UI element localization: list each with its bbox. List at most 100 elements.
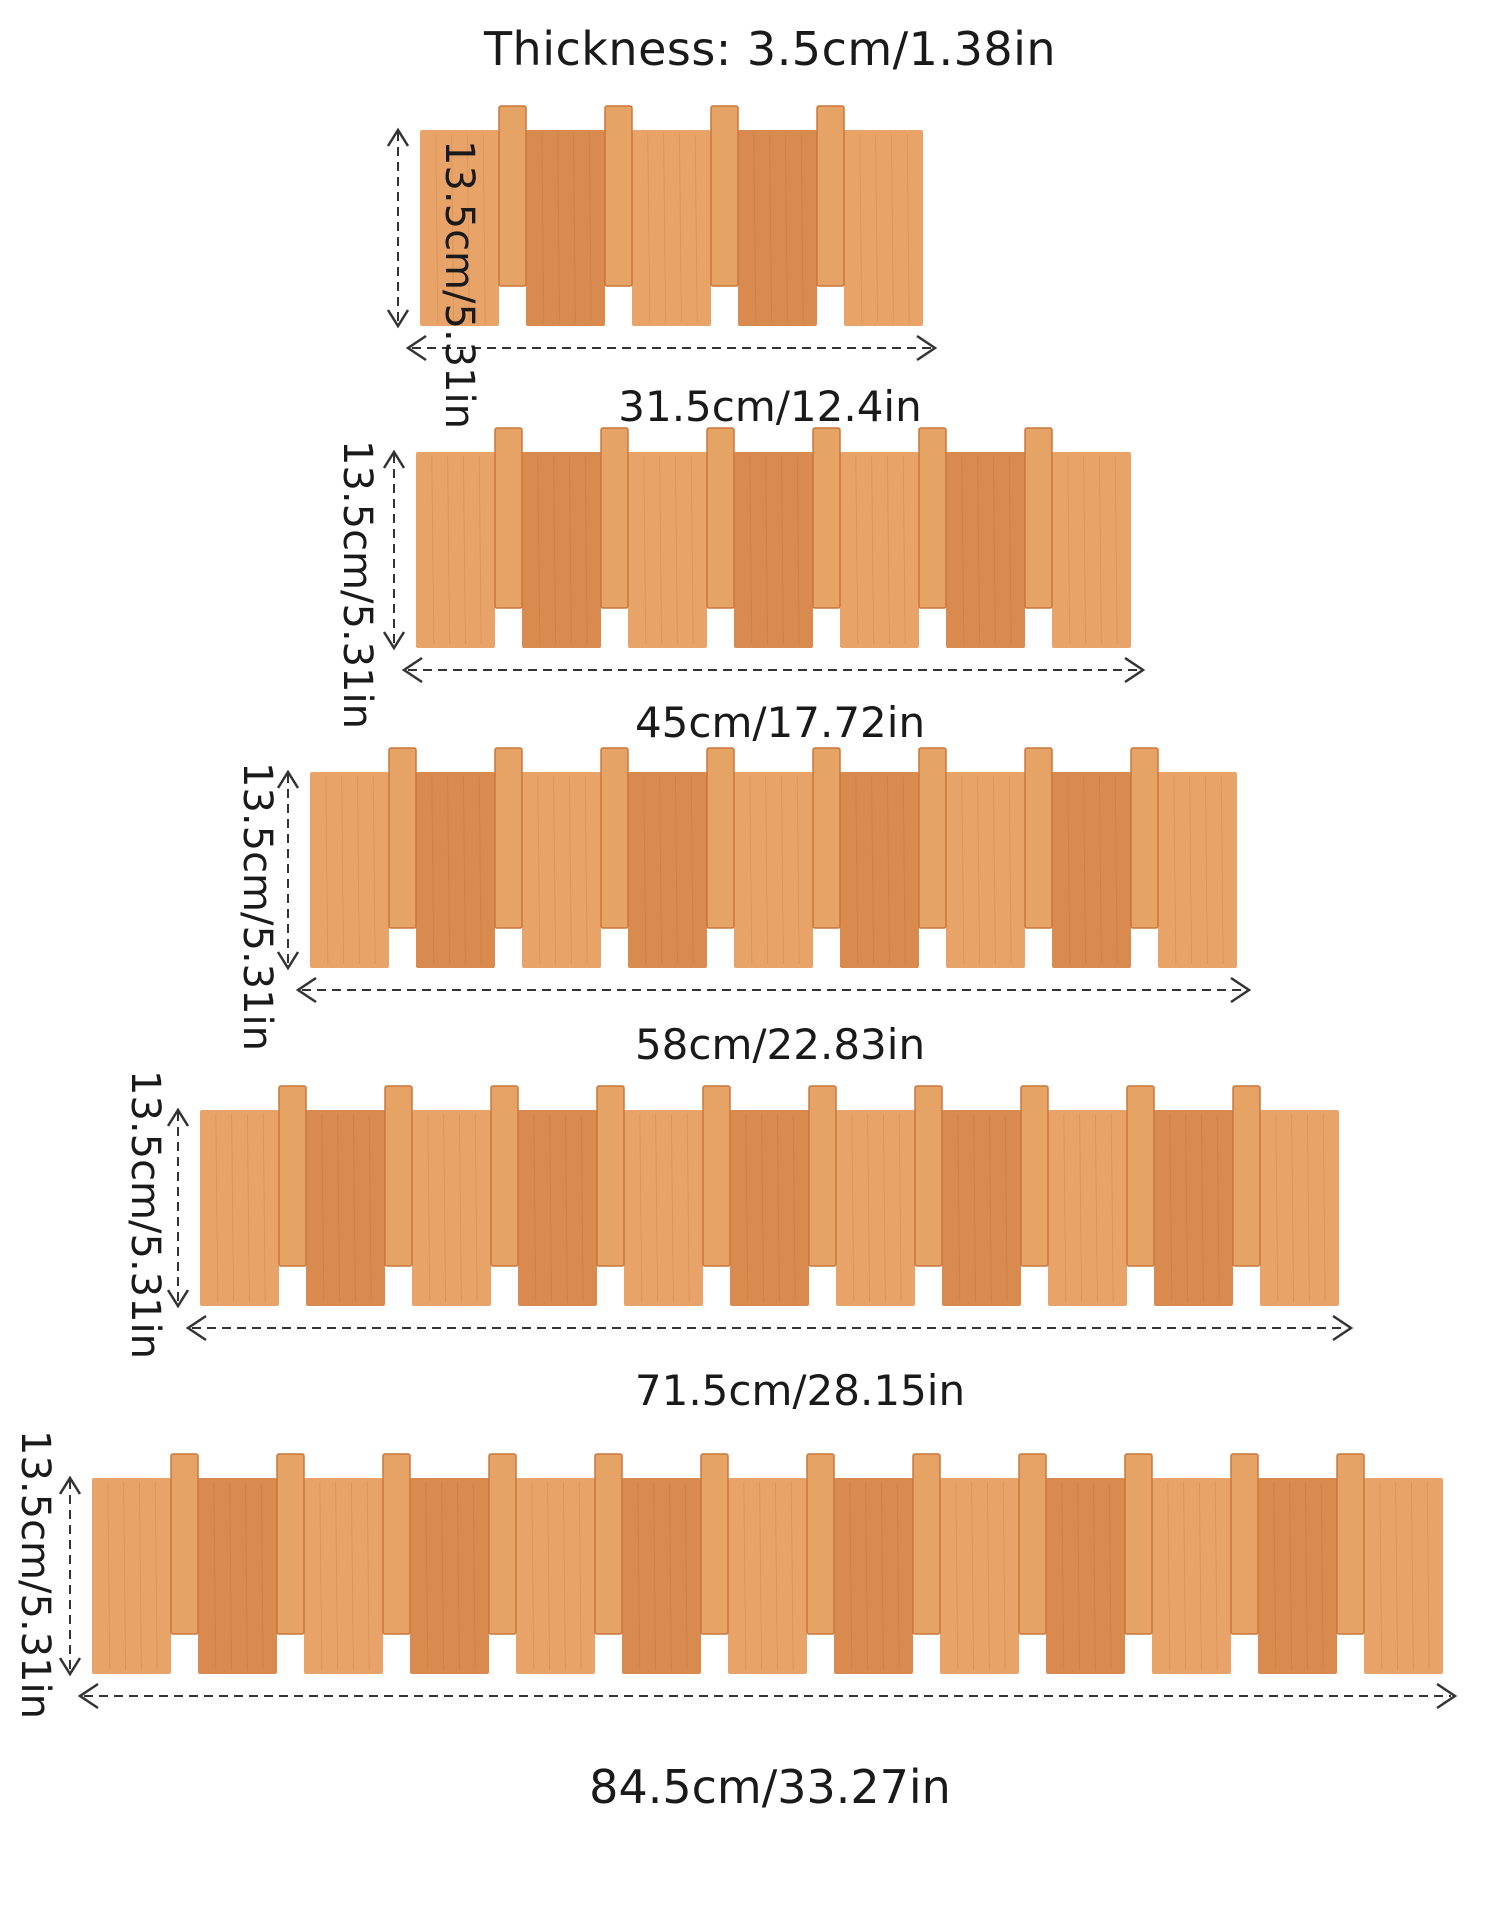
wood-panel [518, 1110, 597, 1306]
wood-panel [942, 1110, 1021, 1306]
coat-rack-10-hooks [166, 1085, 1354, 1342]
wood-panel [840, 452, 919, 648]
wood-panel [522, 772, 601, 968]
coat-rack-4-hooks [386, 105, 938, 362]
wood-panel [836, 1110, 915, 1306]
height-dimension-arrow [166, 1107, 190, 1309]
hook-peg [808, 1085, 837, 1267]
wood-panel [940, 1478, 1019, 1674]
wood-panel [728, 1478, 807, 1674]
hook-peg [1232, 1085, 1261, 1267]
rack-image [166, 1085, 1354, 1342]
wood-panel [734, 772, 813, 968]
wood-panel [410, 1478, 489, 1674]
hook-peg [812, 747, 841, 929]
width-dimension-arrow [401, 656, 1146, 684]
hook-peg [1024, 747, 1053, 929]
hook-peg [388, 747, 417, 929]
hook-peg [604, 105, 633, 287]
wood-panel [1154, 1110, 1233, 1306]
wood-panel [840, 772, 919, 968]
wood-panel [1258, 1478, 1337, 1674]
height-dimension-arrow [58, 1475, 82, 1677]
coat-rack-12-hooks [58, 1453, 1458, 1710]
height-dimension-arrow [386, 127, 410, 329]
width-dimension-label: 45cm/17.72in [634, 698, 926, 747]
hook-peg [1336, 1453, 1365, 1635]
hook-peg [1018, 1453, 1047, 1635]
wood-panel [624, 1110, 703, 1306]
wood-panel [628, 452, 707, 648]
hook-peg [918, 747, 947, 929]
width-dimension-arrow [185, 1314, 1354, 1342]
width-dimension-arrow [77, 1682, 1458, 1710]
height-dimension-arrow [382, 449, 406, 651]
hook-peg [1130, 747, 1159, 929]
rack-image [386, 105, 938, 362]
wood-panel [1260, 1110, 1339, 1306]
wood-panel [628, 772, 707, 968]
wood-panel [738, 130, 817, 326]
wood-panel [1048, 1110, 1127, 1306]
hook-peg [600, 747, 629, 929]
hook-peg [1020, 1085, 1049, 1267]
hook-peg [594, 1453, 623, 1635]
wood-panel [198, 1478, 277, 1674]
wood-panel [200, 1110, 279, 1306]
wood-panel [730, 1110, 809, 1306]
hook-peg [276, 1453, 305, 1635]
height-dimension-label: 13.5cm/5.31in [122, 1070, 168, 1360]
hook-peg [498, 105, 527, 287]
wood-panel [516, 1478, 595, 1674]
width-dimension-label: 58cm/22.83in [634, 1020, 926, 1069]
rack-image [58, 1453, 1458, 1710]
thickness-label: Thickness: 3.5cm/1.38in [483, 22, 1057, 76]
rack-image [276, 747, 1252, 1004]
hook-peg [490, 1085, 519, 1267]
width-dimension-label: 71.5cm/28.15in [634, 1366, 966, 1415]
height-dimension-label: 13.5cm/5.31in [12, 1430, 58, 1720]
hook-peg [596, 1085, 625, 1267]
wood-panel [306, 1110, 385, 1306]
height-dimension-label: 13.5cm/5.31in [334, 440, 380, 730]
hook-peg [384, 1085, 413, 1267]
wood-panel [622, 1478, 701, 1674]
hook-peg [382, 1453, 411, 1635]
wood-panel [946, 772, 1025, 968]
rack-image [382, 427, 1146, 684]
wood-panel [946, 452, 1025, 648]
hook-peg [1230, 1453, 1259, 1635]
wood-panel [416, 452, 495, 648]
wood-panel [522, 452, 601, 648]
wood-panel [1046, 1478, 1125, 1674]
hook-peg [710, 105, 739, 287]
hook-peg [914, 1085, 943, 1267]
height-dimension-arrow [276, 769, 300, 971]
hook-peg [706, 427, 735, 609]
width-dimension-arrow [295, 976, 1252, 1004]
width-dimension-arrow [405, 334, 938, 362]
coat-rack-6-hooks [382, 427, 1146, 684]
coat-rack-8-hooks [276, 747, 1252, 1004]
hook-peg [706, 747, 735, 929]
wood-panel [526, 130, 605, 326]
hook-peg [600, 427, 629, 609]
hook-peg [494, 747, 523, 929]
wood-panel [1152, 1478, 1231, 1674]
hook-peg [278, 1085, 307, 1267]
wood-panel [420, 130, 499, 326]
width-dimension-label: 31.5cm/12.4in [618, 382, 922, 431]
hook-peg [918, 427, 947, 609]
hook-peg [702, 1085, 731, 1267]
wood-panel [310, 772, 389, 968]
width-dimension-label: 84.5cm/33.27in [589, 1760, 951, 1814]
wood-panel [734, 452, 813, 648]
hook-peg [816, 105, 845, 287]
wood-panel [1052, 772, 1131, 968]
wood-panel [834, 1478, 913, 1674]
hook-peg [812, 427, 841, 609]
hook-peg [488, 1453, 517, 1635]
wood-panel [412, 1110, 491, 1306]
wood-panel [416, 772, 495, 968]
wood-panel [92, 1478, 171, 1674]
